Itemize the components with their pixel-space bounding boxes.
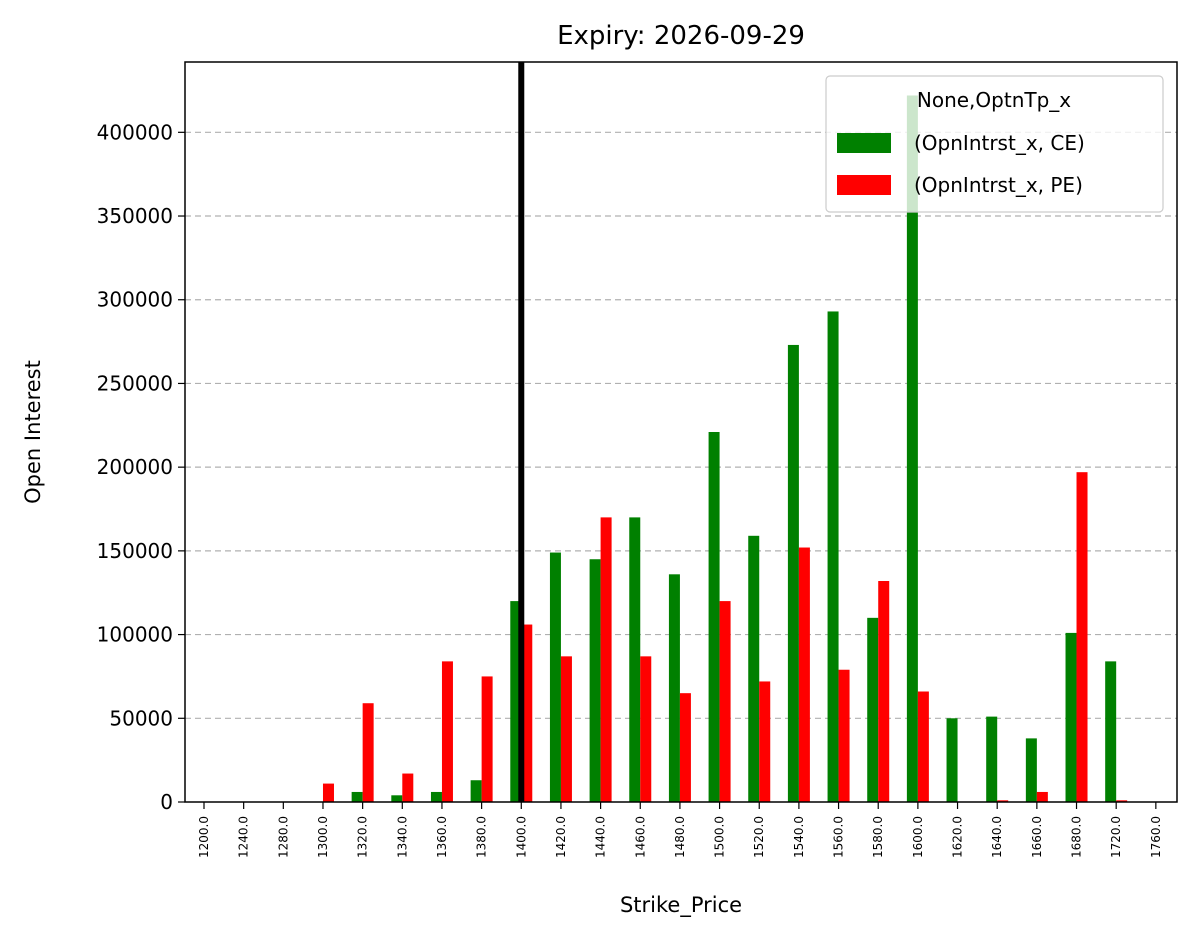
x-tick-label: 1660.0 <box>1030 816 1044 858</box>
legend-box <box>825 75 1164 213</box>
bar-pe <box>560 656 572 802</box>
bar-pe <box>441 661 453 802</box>
x-tick-label: 1600.0 <box>911 816 925 858</box>
bar-pe <box>521 624 533 802</box>
bar-pe <box>838 669 850 802</box>
bar-ce <box>589 559 601 802</box>
legend-label-pe: (OpnIntrst_x, PE) <box>914 173 1083 197</box>
x-tick-label: 1540.0 <box>792 816 806 858</box>
bar-ce <box>1065 632 1077 802</box>
x-tick-label: 1560.0 <box>832 816 846 858</box>
y-tick-label: 300000 <box>97 288 173 312</box>
y-tick-label: 400000 <box>97 120 173 144</box>
bar-ce <box>549 552 561 802</box>
bar-ce <box>1025 738 1037 802</box>
bar-pe <box>719 601 731 802</box>
bar-ce <box>470 780 482 802</box>
legend-swatch-ce <box>837 133 891 153</box>
bar-ce <box>351 791 363 802</box>
y-tick-label: 100000 <box>97 623 173 647</box>
x-tick-label: 1440.0 <box>594 816 608 858</box>
y-axis-label: Open Interest <box>21 360 45 504</box>
bar-pe <box>600 517 612 802</box>
x-tick-label: 1500.0 <box>713 816 727 858</box>
bar-ce <box>629 517 641 802</box>
x-tick-label: 1680.0 <box>1070 816 1084 858</box>
y-axis: 0 50000 100000 150000 200000 250000 300000 3500… <box>97 120 185 814</box>
bar-pe <box>1116 800 1128 802</box>
x-tick-label: 1400.0 <box>514 816 528 858</box>
bar-pe <box>679 693 691 802</box>
bar-pe <box>878 581 890 802</box>
x-tick-label: 1200.0 <box>197 816 211 858</box>
x-tick-label: 1620.0 <box>951 816 965 858</box>
bar-pe <box>402 773 414 802</box>
bar-ce <box>906 95 918 803</box>
x-tick-label: 1580.0 <box>871 816 885 858</box>
x-tick-label: 1340.0 <box>395 816 409 858</box>
x-tick-label: 1480.0 <box>673 816 687 858</box>
y-tick-label: 200000 <box>97 455 173 479</box>
legend: None,OptnTp_x (OpnIntrst_x, CE) (OpnIntr… <box>825 75 1164 213</box>
bar-pe <box>362 703 374 802</box>
bar-ce <box>787 344 799 802</box>
bar-pe <box>759 681 771 802</box>
x-tick-label: 1300.0 <box>316 816 330 858</box>
x-tick-label: 1380.0 <box>475 816 489 858</box>
bar-ce <box>946 718 958 802</box>
x-tick-label: 1280.0 <box>276 816 290 858</box>
legend-title: None,OptnTp_x <box>917 88 1071 112</box>
bar-ce <box>708 432 720 802</box>
gridlines <box>185 131 1177 719</box>
bar-ce <box>430 791 442 802</box>
y-tick-label: 50000 <box>109 706 173 730</box>
x-tick-label: 1760.0 <box>1149 816 1163 858</box>
bar-pe <box>1036 791 1048 802</box>
legend-swatch-pe <box>837 175 891 195</box>
bar-ce <box>510 601 522 802</box>
x-tick-label: 1520.0 <box>752 816 766 858</box>
bar-ce <box>668 574 680 802</box>
chart-title: Expiry: 2026-09-29 <box>557 21 805 51</box>
bars <box>322 95 1128 803</box>
bar-pe <box>917 691 929 802</box>
bar-ce <box>827 311 839 802</box>
x-axis: 1200.0 1240.0 1280.0 1300.0 1320.0 1340.0 1360… <box>197 802 1163 858</box>
legend-label-ce: (OpnIntrst_x, CE) <box>914 131 1085 155</box>
x-tick-label: 1360.0 <box>435 816 449 858</box>
x-tick-label: 1240.0 <box>237 816 251 858</box>
x-tick-label: 1460.0 <box>633 816 647 858</box>
bar-pe <box>481 676 493 802</box>
x-axis-label: Strike_Price <box>620 893 742 918</box>
y-tick-label: 0 <box>160 790 173 814</box>
bar-ce <box>1105 661 1117 802</box>
y-tick-label: 250000 <box>97 371 173 395</box>
bar-pe <box>798 547 810 802</box>
plot-frame <box>184 61 1178 803</box>
x-tick-label: 1640.0 <box>990 816 1004 858</box>
bar-pe <box>1076 472 1088 802</box>
bar-ce <box>867 617 879 802</box>
x-tick-label: 1720.0 <box>1109 816 1123 858</box>
bar-ce <box>391 795 403 802</box>
bar-ce <box>748 535 760 802</box>
x-tick-label: 1420.0 <box>554 816 568 858</box>
bar-pe <box>997 800 1009 802</box>
x-tick-label: 1320.0 <box>356 816 370 858</box>
y-tick-label: 350000 <box>97 204 173 228</box>
bar-pe <box>640 656 652 802</box>
bar-ce <box>986 716 998 802</box>
bar-pe <box>322 783 334 802</box>
y-tick-label: 150000 <box>97 539 173 563</box>
